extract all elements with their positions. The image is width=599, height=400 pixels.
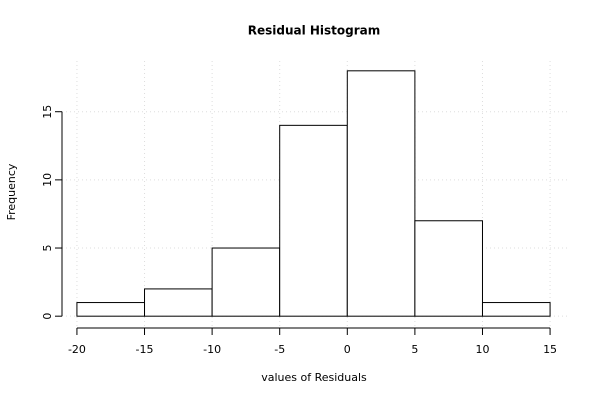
y-axis-label: Frequency <box>5 163 18 220</box>
x-tick-label: -20 <box>68 343 86 356</box>
y-tick-label: 0 <box>41 313 54 320</box>
bar <box>414 220 483 317</box>
bar <box>144 288 213 317</box>
bar <box>346 70 416 317</box>
x-tick-label: 0 <box>344 343 351 356</box>
bar <box>76 302 146 317</box>
x-tick-label: 15 <box>543 343 557 356</box>
y-tick-label: 15 <box>41 105 54 119</box>
x-tick-label: -5 <box>274 343 285 356</box>
bar <box>211 247 281 317</box>
x-tick-label: -10 <box>203 343 221 356</box>
x-tick-label: 5 <box>411 343 418 356</box>
x-tick-label: -15 <box>136 343 154 356</box>
x-axis-label: values of Residuals <box>261 371 367 384</box>
y-tick-label: 5 <box>41 245 54 252</box>
x-tick-label: 10 <box>475 343 489 356</box>
chart-title: Residual Histogram <box>248 24 381 38</box>
bar <box>481 302 551 317</box>
y-tick-label: 10 <box>41 173 54 187</box>
bar <box>279 124 348 317</box>
